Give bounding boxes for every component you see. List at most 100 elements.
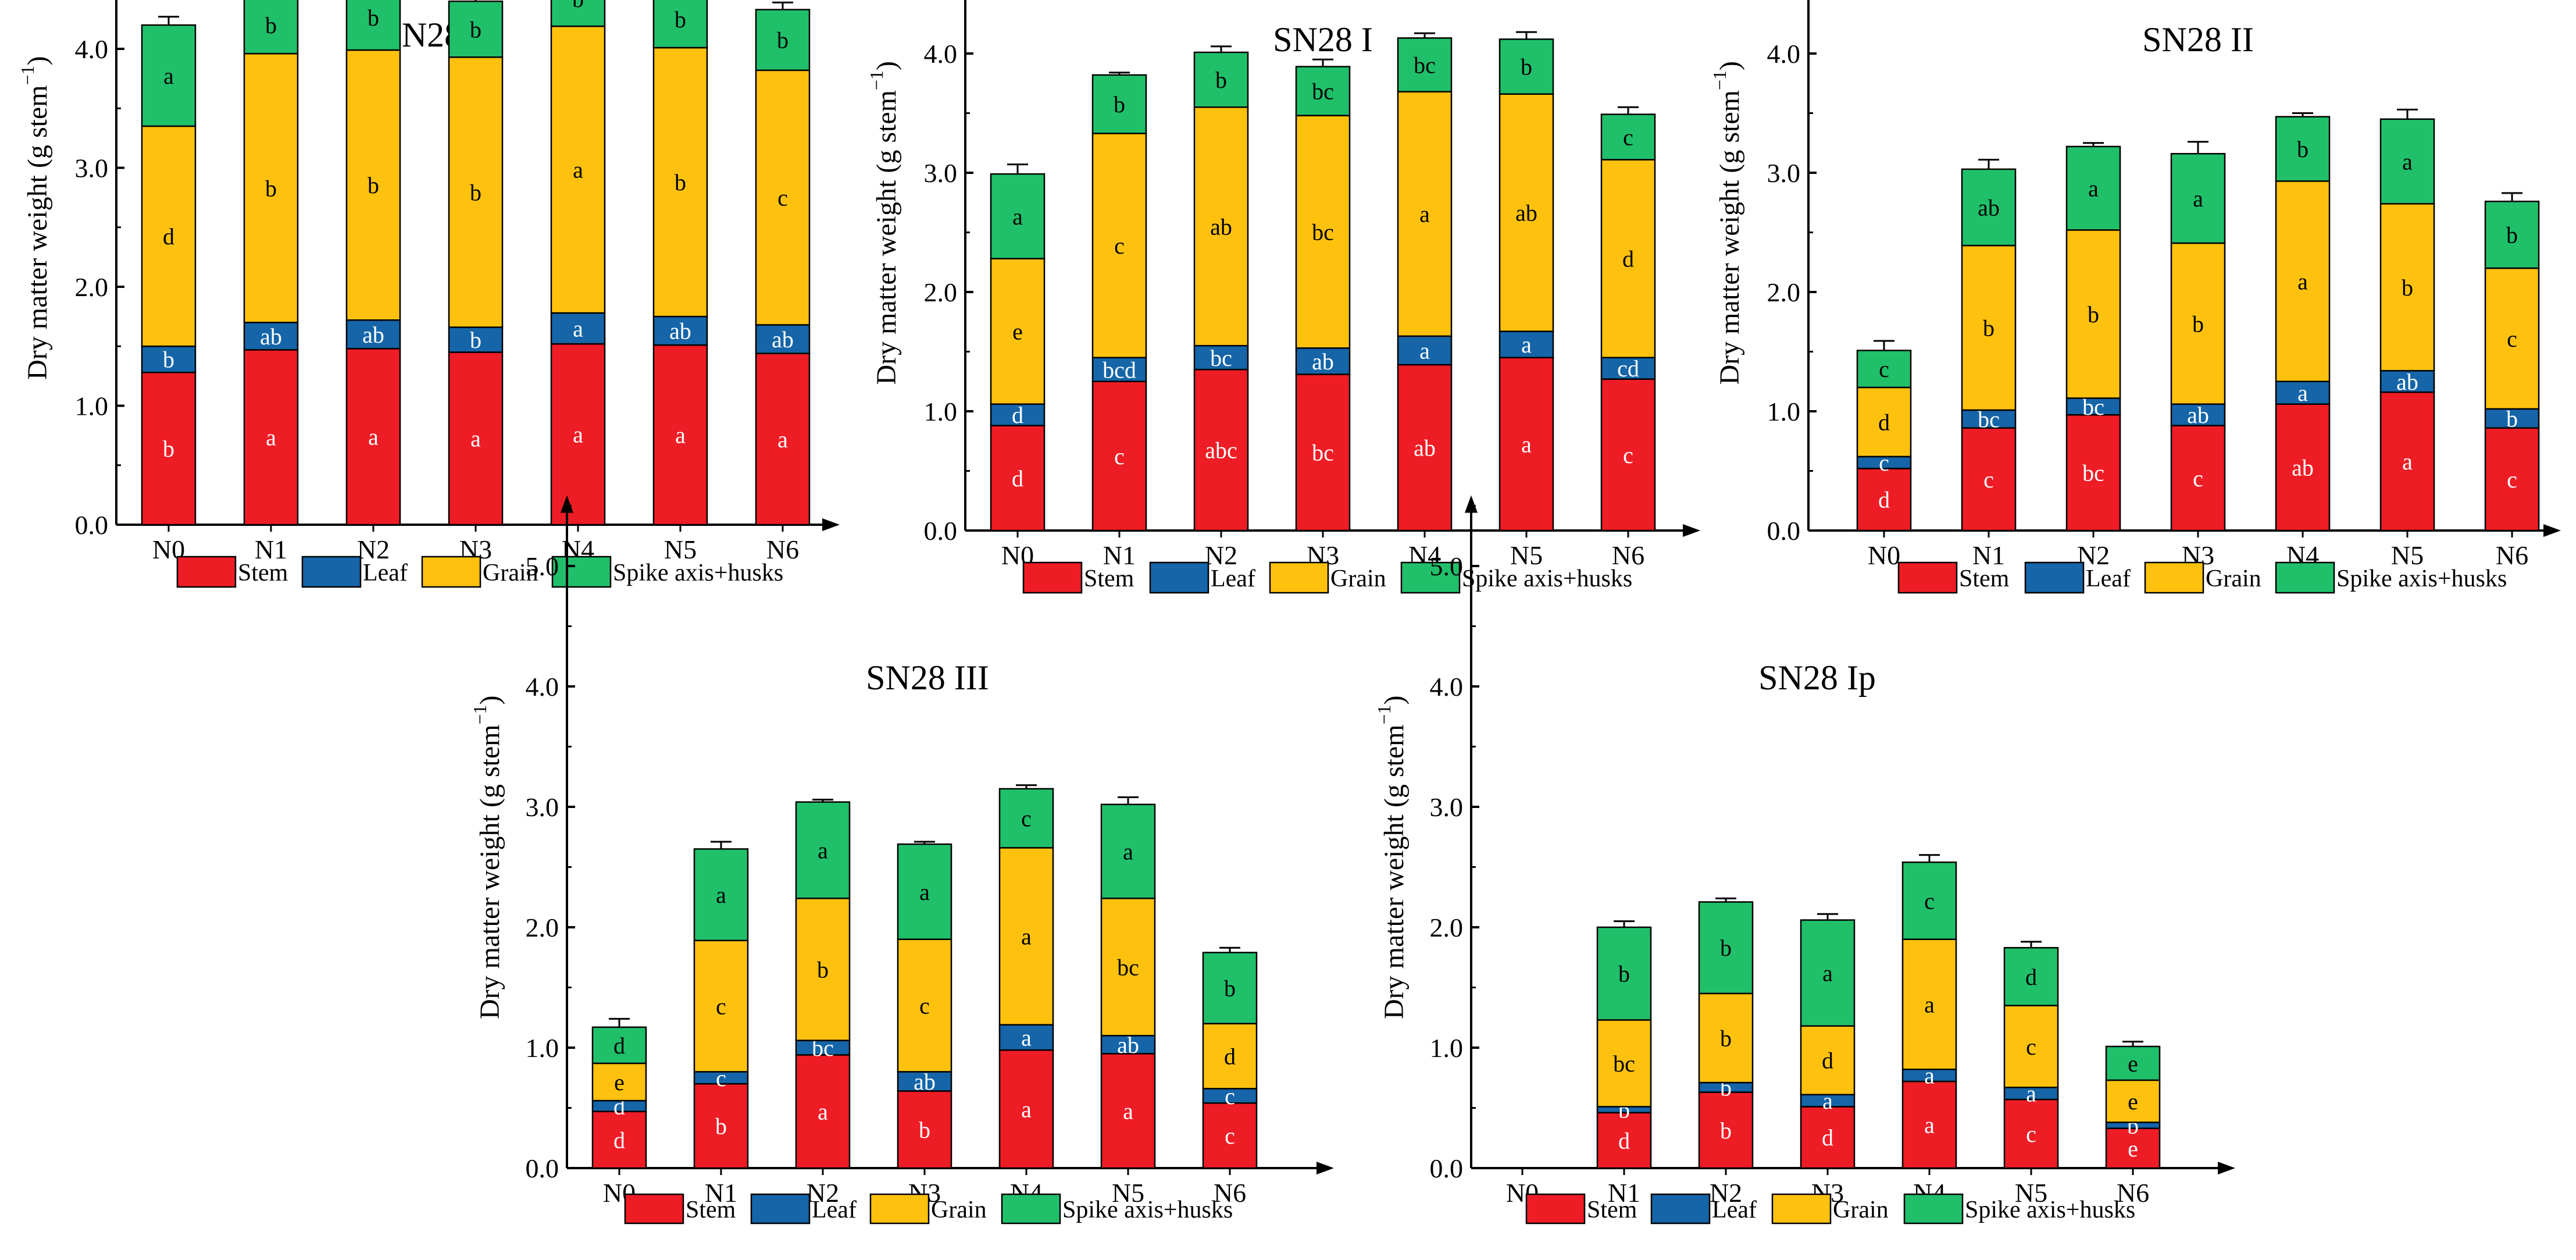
bar-segment-spike-axis-husks-n2: [2065, 145, 2121, 231]
significance-letter: c: [1623, 124, 1633, 151]
significance-letter: b: [1114, 91, 1125, 118]
significance-letter: a: [2297, 380, 2308, 406]
bar-segment-spike-axis-husks-n5: [2003, 946, 2059, 1006]
y-tick-label: 2.0: [526, 913, 559, 942]
bar-segment-spike-axis-husks-n0: [1856, 350, 1912, 389]
chart-title: SN28 II: [2142, 20, 2254, 59]
y-axis-title-close: ): [474, 695, 505, 704]
y-axis-title-close: ): [1379, 695, 1410, 704]
y-tick-label: 0.0: [924, 516, 958, 546]
significance-letter: c: [1114, 443, 1125, 469]
significance-letter: e: [2128, 1088, 2138, 1115]
legend-swatch-stem: [1022, 561, 1083, 594]
significance-letter: d: [1012, 402, 1023, 428]
bar-segment-leaf-n2: [1193, 345, 1249, 371]
bar-segment-grain-n4: [550, 25, 606, 314]
significance-letter: b: [368, 5, 379, 31]
significance-letter: b: [470, 179, 481, 205]
y-axis-title-text: Dry matter weight (g stem: [1379, 725, 1410, 1020]
significance-letter: d: [613, 1033, 625, 1059]
significance-letter: a: [163, 63, 174, 89]
y-tick-label: 5.0: [526, 551, 559, 581]
bar-segment-stem-n4: [2275, 403, 2331, 532]
bar-segment-stem-n4: [998, 1049, 1054, 1169]
bar-segment-grain-n6: [1202, 1023, 1258, 1090]
y-axis-arrow: [561, 495, 573, 513]
significance-letter: c: [716, 994, 726, 1020]
bar-segment-grain-n6: [755, 69, 811, 326]
legend-label-grain: Grain: [1833, 1197, 1889, 1223]
bar-segment-grain-n6: [2105, 1079, 2161, 1123]
y-tick-label: 1.0: [75, 391, 109, 421]
y-tick-label: 1.0: [1767, 397, 1801, 426]
bar-segment-leaf-n2: [345, 319, 401, 350]
significance-letter: ab: [772, 326, 794, 353]
bar-segment-grain-n1: [693, 939, 749, 1073]
bar-segment-spike-axis-husks-n5: [652, 0, 708, 49]
chart-panel-5: SN28 Ip 0.0 1.0 2.0 3.0 4.0 5.0 Dry matter weig…: [1373, 495, 2235, 1225]
bar-segment-stem-n4: [1397, 364, 1453, 532]
bar-segment-stem-n1: [693, 1083, 749, 1169]
significance-letter: e: [614, 1069, 625, 1095]
x-axis-arrow: [2543, 524, 2561, 537]
significance-letter: e: [1012, 319, 1023, 345]
chart-title: SN28 Ip: [1758, 659, 1876, 697]
significance-letter: a: [1521, 332, 1532, 358]
legend-label-stem: Stem: [1587, 1197, 1637, 1223]
legend-label-spike-axis-husks: Spike axis+husks: [2336, 565, 2507, 592]
y-axis-title-unit: −1: [1709, 70, 1730, 90]
significance-letter: c: [2193, 465, 2203, 492]
x-tick-label: N5: [1112, 1178, 1144, 1208]
bar-segment-stem-n6: [1202, 1102, 1258, 1169]
y-axis-title-unit: −1: [17, 65, 38, 85]
significance-letter: b: [2506, 222, 2518, 248]
significance-letter: ab: [1414, 435, 1436, 461]
significance-letter: a: [818, 1099, 828, 1125]
legend-swatch-spike-axis-husks: [1400, 561, 1461, 594]
y-tick-label: 0.0: [1430, 1154, 1464, 1183]
bar-segment-grain-n5: [1100, 898, 1156, 1037]
significance-letter: c: [2026, 1034, 2036, 1060]
significance-letter: a: [2088, 176, 2099, 202]
bar-segment-leaf-n1: [1091, 357, 1147, 382]
significance-letter: c: [2507, 326, 2517, 352]
y-tick-label: 2.0: [1430, 913, 1464, 942]
y-tick-label: 4.0: [924, 39, 958, 69]
significance-letter: ab: [2292, 454, 2314, 480]
legend-label-leaf: Leaf: [812, 1197, 857, 1223]
y-axis-title-text: Dry matter weight (g stem: [22, 85, 53, 380]
significance-letter: c: [777, 185, 788, 211]
significance-letter: a: [1521, 431, 1532, 457]
y-tick-label: 5.0: [1430, 551, 1464, 581]
significance-letter: ab: [914, 1069, 936, 1095]
bar-segment-spike-axis-husks-n4: [998, 788, 1054, 849]
significance-letter: b: [1215, 67, 1227, 93]
bar-segment-spike-axis-husks-n3: [448, 0, 504, 58]
bar-segment-leaf-n3: [2170, 403, 2226, 426]
significance-letter: a: [1021, 1097, 1032, 1123]
bar-segment-leaf-n6: [755, 324, 811, 354]
significance-letter: b: [675, 169, 686, 195]
bar-segment-spike-axis-husks-n3: [1295, 66, 1351, 116]
significance-letter: b: [1720, 935, 1732, 961]
legend-swatch-stem: [176, 556, 237, 588]
bar-segment-grain-n4: [1397, 91, 1453, 337]
significance-letter: b: [1618, 961, 1630, 987]
y-tick-label: 0.0: [75, 510, 109, 540]
bar-segment-stem-n5: [2003, 1098, 2059, 1169]
y-axis-arrow: [1465, 495, 1478, 513]
significance-letter: c: [1879, 356, 1889, 382]
legend-swatch-stem: [1897, 561, 1958, 594]
legend-swatch-stem: [1525, 1193, 1586, 1225]
bar-segment-spike-axis-husks-n1: [1961, 168, 2017, 247]
significance-letter: c: [2026, 1121, 2036, 1147]
y-axis-title-unit: −1: [469, 704, 490, 724]
x-tick-label: N2: [1710, 1178, 1742, 1208]
significance-letter: b: [2402, 275, 2413, 301]
significance-letter: d: [1622, 246, 1634, 272]
bar-segment-leaf-n6: [2484, 408, 2540, 429]
significance-letter: a: [573, 422, 583, 448]
significance-letter: a: [1123, 839, 1133, 865]
significance-letter: a: [716, 882, 726, 908]
significance-letter: a: [2193, 186, 2203, 212]
